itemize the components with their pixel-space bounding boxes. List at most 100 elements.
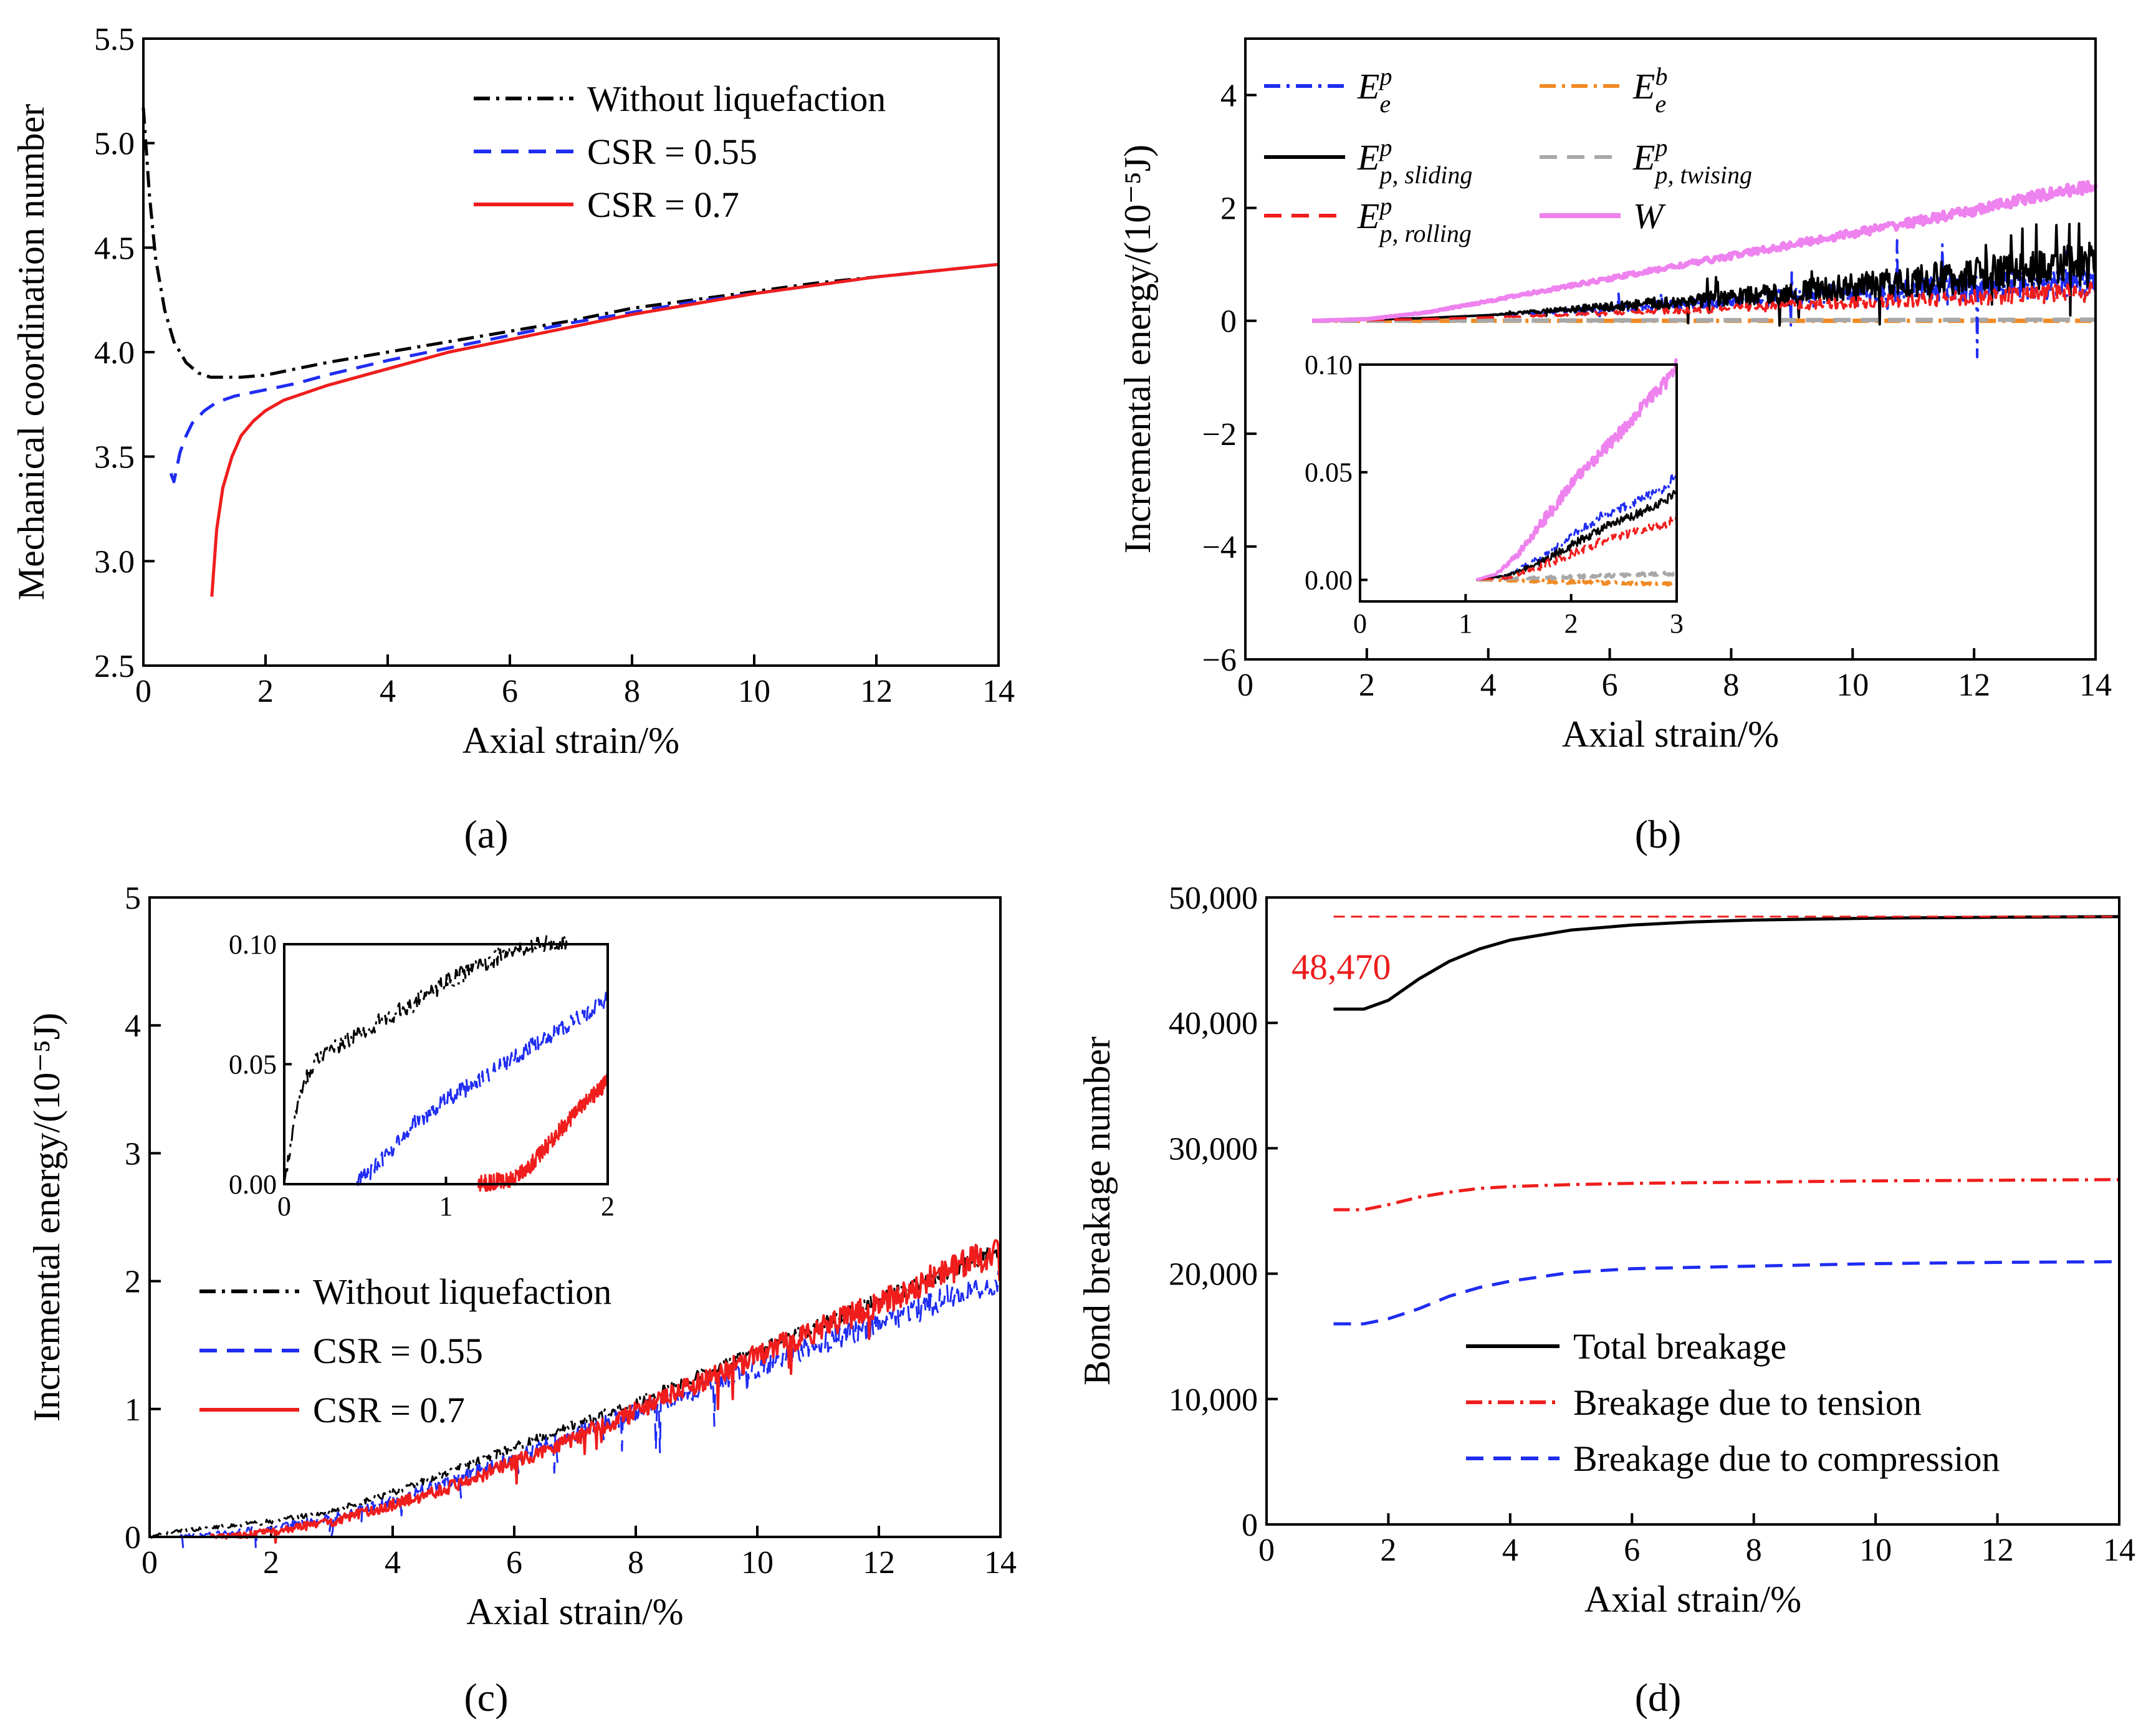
x-tick-label: 8 — [628, 1545, 644, 1581]
x-tick-label: 14 — [984, 1545, 1017, 1581]
y-tick-label: 2 — [125, 1265, 141, 1300]
inset-c: 0 1 2 0.00 0.05 0.10 — [229, 929, 615, 1222]
y-tick-label: 0 — [1242, 1508, 1258, 1543]
x-tick-label: 2 — [1359, 667, 1375, 703]
inset-y-tick-label: 0.10 — [1305, 350, 1353, 380]
x-tick-label: 4 — [385, 1545, 401, 1581]
panel-label-c: (c) — [464, 1675, 508, 1720]
y-tick-label: 40,000 — [1169, 1006, 1258, 1041]
x-tick-label: 0 — [141, 1545, 158, 1581]
inset-b: 0 1 2 3 0.00 0.05 0.10 — [1305, 350, 1684, 639]
y-tick-label: 50,000 — [1169, 881, 1258, 916]
x-tick-label: 6 — [502, 674, 518, 709]
legend-label: CSR = 0.7 — [587, 184, 739, 225]
panel-label-d: (d) — [1635, 1675, 1682, 1720]
x-tick-label: 10 — [1836, 667, 1869, 703]
y-axis-title: Incremental energy/(10⁻⁵J) — [1117, 145, 1158, 553]
series-line — [1333, 1178, 2120, 1212]
series-line — [169, 262, 999, 484]
x-tick-label: 6 — [1624, 1533, 1640, 1568]
x-tick-label: 0 — [135, 674, 151, 709]
y-tick-label: 4 — [125, 1008, 141, 1044]
x-tick-label: 8 — [1746, 1533, 1762, 1568]
legend-label: CSR = 0.7 — [313, 1390, 465, 1430]
inset-x-tick-label: 0 — [277, 1191, 291, 1222]
panel-label-b: (b) — [1635, 812, 1682, 856]
series-line — [1333, 1260, 2120, 1326]
series-line — [283, 935, 568, 1183]
series-line — [1475, 578, 1678, 588]
inset-y-tick-label: 0.00 — [229, 1169, 277, 1200]
inset-y-tick-label: 0.00 — [1305, 565, 1353, 595]
y-tick-label: −4 — [1202, 530, 1237, 565]
x-axis-title: Axial strain/% — [466, 1591, 683, 1632]
series-line — [141, 107, 938, 379]
y-tick-label: 4.5 — [94, 231, 135, 266]
x-tick-label: 8 — [1723, 667, 1739, 703]
y-tick-label: 20,000 — [1169, 1257, 1258, 1293]
y-tick-label: 2 — [1220, 191, 1237, 227]
x-tick-label: 14 — [2103, 1533, 2135, 1568]
x-tick-label: 12 — [1958, 667, 1990, 703]
y-tick-label: 2.5 — [94, 649, 135, 684]
y-tick-label: 4 — [1220, 79, 1237, 114]
series-line — [356, 989, 609, 1186]
x-axis-title: Axial strain/% — [1562, 714, 1779, 755]
series-line — [1333, 915, 2120, 1011]
legend-label: CSR = 0.55 — [587, 132, 757, 172]
y-tick-label: 3.5 — [94, 440, 135, 476]
inset-y-tick-label: 0.05 — [229, 1050, 277, 1080]
y-tick-label: 3.0 — [94, 544, 135, 580]
plot-frame — [1265, 896, 2120, 1526]
x-tick-label: 6 — [506, 1545, 522, 1581]
y-tick-label: −6 — [1202, 643, 1237, 678]
series-line — [1476, 511, 1678, 581]
y-tick-label: 3 — [125, 1136, 141, 1172]
threshold-annotation: 48,470 — [1291, 947, 1391, 987]
y-tick-label: −2 — [1202, 417, 1237, 452]
plot-frame — [148, 896, 1002, 1538]
x-tick-label: 4 — [1502, 1533, 1518, 1568]
legend-label: Breakage due to tension — [1573, 1382, 1922, 1423]
y-tick-label: 0 — [125, 1520, 141, 1556]
x-tick-label: 4 — [380, 674, 396, 709]
legend-label: Breakage due to compression — [1573, 1438, 2000, 1479]
legend-label: W — [1633, 196, 1666, 236]
y-tick-label: 5 — [125, 881, 141, 916]
series-line — [1311, 222, 2097, 327]
y-axis-title: Incremental energy/(10⁻⁵J) — [26, 1013, 67, 1422]
legend-label: Without liquefaction — [587, 79, 886, 119]
inset-x-tick-label: 0 — [1353, 608, 1367, 639]
panel-label-a: (a) — [464, 812, 508, 856]
x-tick-label: 12 — [860, 674, 893, 709]
x-tick-label: 2 — [1380, 1533, 1396, 1568]
series-line — [1475, 570, 1678, 581]
y-axis-title: Mechanical coordination number — [11, 104, 52, 600]
x-tick-label: 0 — [1237, 667, 1253, 703]
series-line — [179, 1270, 1002, 1551]
x-axis-title: Axial strain/% — [1584, 1579, 1801, 1620]
plot-frame — [1244, 37, 2097, 661]
y-tick-label: 4.0 — [94, 335, 135, 371]
legend-label: Ep p, rolling — [1357, 192, 1472, 247]
series-line — [1475, 358, 1679, 581]
inset-y-tick-label: 0.05 — [1305, 457, 1353, 488]
y-axis-title: Bond breakage number — [1076, 1036, 1118, 1385]
legend-label: Ep p, twising — [1632, 133, 1752, 189]
inset-frame — [1359, 363, 1678, 603]
legend-label: CSR = 0.55 — [313, 1331, 483, 1371]
panel-a: 0 2 4 6 8 10 12 14 2.5 3.0 3.5 4.0 4.5 5.0 5.5 Axial st… — [11, 22, 1015, 761]
x-tick-label: 12 — [863, 1545, 895, 1581]
x-tick-label: 12 — [1981, 1533, 2014, 1568]
legend-label: Eb e — [1632, 62, 1667, 118]
x-axis-title: Axial strain/% — [462, 720, 679, 761]
inset-x-tick-label: 1 — [439, 1191, 453, 1222]
panel-d: 0 2 4 6 8 10 12 14 0 10,000 20,000 30,000 40,000 50,0… — [1076, 881, 2135, 1620]
x-tick-label: 6 — [1602, 667, 1618, 703]
legend-label: Ep e — [1357, 62, 1392, 118]
series-line — [1476, 488, 1678, 581]
x-tick-label: 10 — [738, 674, 770, 709]
x-tick-label: 14 — [2079, 667, 2112, 703]
plot-frame — [142, 37, 1000, 667]
